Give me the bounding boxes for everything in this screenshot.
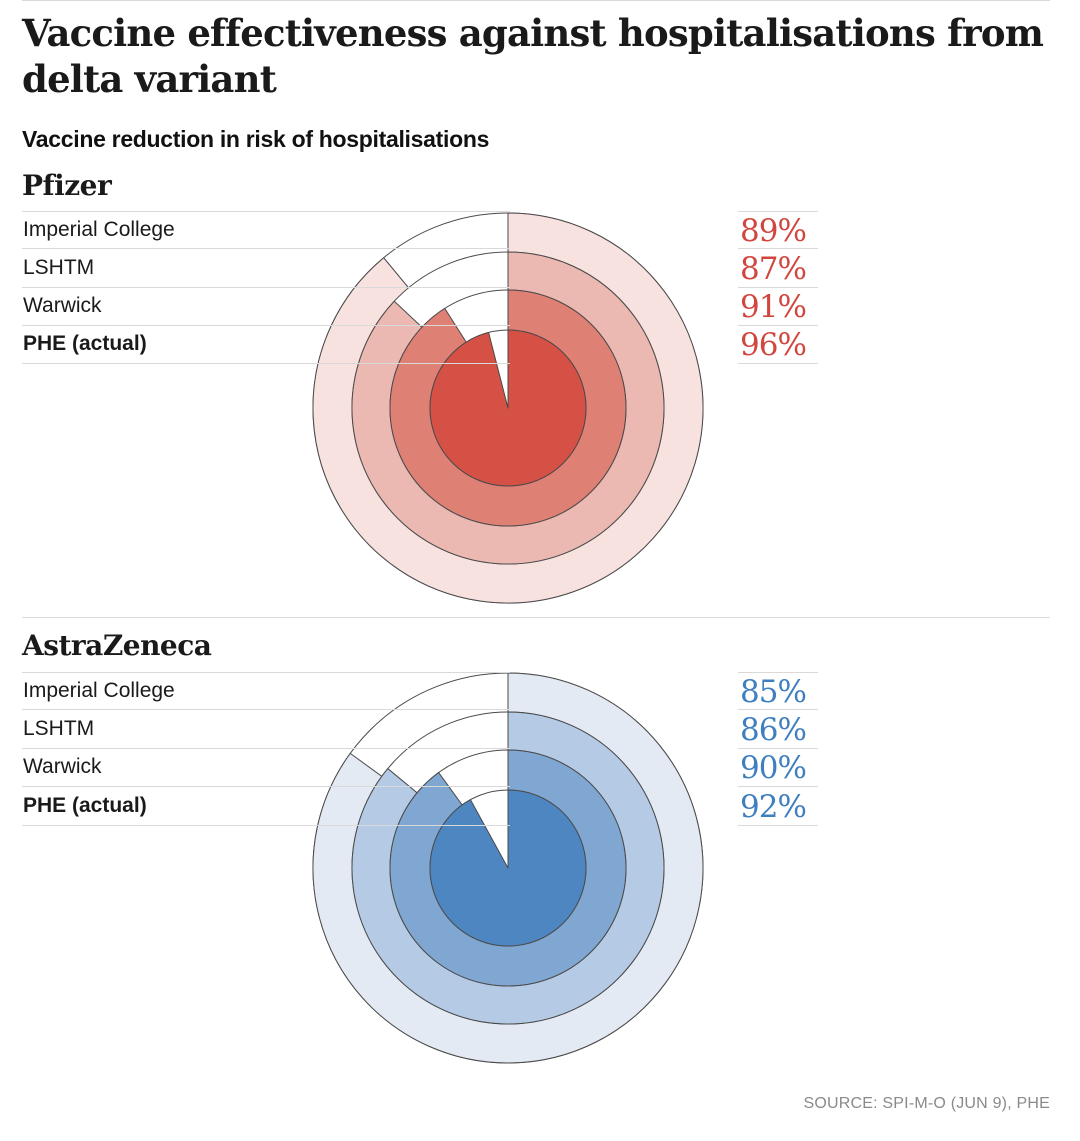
value-label-lshtm: 86%	[740, 712, 807, 748]
legend-row-phe-actual: PHE (actual)	[22, 326, 510, 364]
wedge-phe-actual	[429, 789, 587, 947]
legend-row-warwick: Warwick	[22, 749, 510, 787]
legend-row-imperial-college: Imperial College	[22, 211, 510, 249]
legend-row-imperial-college: Imperial College	[22, 672, 510, 710]
legend-label: LSHTM	[23, 256, 95, 279]
value-row: 89%	[738, 211, 818, 249]
astrazeneca-radial-chart	[312, 672, 704, 1064]
value-row: 96%	[738, 326, 818, 364]
value-label-imperial-college: 85%	[740, 674, 807, 710]
legend-label: Warwick	[23, 755, 102, 778]
legend-label: PHE (actual)	[23, 794, 147, 817]
value-row: 87%	[738, 250, 818, 288]
astrazeneca-panel: AstraZeneca Imperial College LSHTM Warwi…	[0, 628, 1080, 1068]
legend-row-phe-actual: PHE (actual)	[22, 788, 510, 826]
legend-label: Warwick	[23, 294, 102, 317]
value-row: 91%	[738, 288, 818, 326]
pfizer-radial-chart	[312, 212, 704, 604]
legend-row-warwick: Warwick	[22, 288, 510, 326]
value-label-lshtm: 87%	[740, 251, 807, 287]
legend-label: PHE (actual)	[23, 332, 147, 355]
value-label-phe-actual: 96%	[740, 327, 807, 363]
wedge-phe-actual	[429, 329, 587, 487]
value-row: 92%	[738, 788, 818, 826]
panel-title-astrazeneca: AstraZeneca	[22, 629, 212, 662]
legend-row-lshtm: LSHTM	[22, 250, 510, 288]
value-row: 90%	[738, 749, 818, 787]
top-rule	[22, 0, 1050, 1]
chart-subtitle: Vaccine reduction in risk of hospitalisa…	[22, 126, 490, 152]
value-row: 86%	[738, 711, 818, 749]
panel-title-pfizer: Pfizer	[22, 169, 112, 202]
legend-label: Imperial College	[23, 218, 175, 241]
pfizer-panel: Pfizer Imperial College LSHTM Warwick PH…	[0, 168, 1080, 608]
value-label-phe-actual: 92%	[740, 789, 807, 825]
source-note: SOURCE: SPI-M-O (JUN 9), PHE	[803, 1095, 1050, 1112]
page-title: Vaccine effectiveness against hospitalis…	[22, 11, 1044, 101]
legend-row-lshtm: LSHTM	[22, 711, 510, 749]
legend-label: Imperial College	[23, 679, 175, 702]
value-label-imperial-college: 89%	[740, 213, 807, 249]
value-label-warwick: 91%	[740, 289, 807, 325]
value-row: 85%	[738, 672, 818, 710]
legend-label: LSHTM	[23, 717, 95, 740]
value-label-warwick: 90%	[740, 750, 807, 786]
section-divider	[22, 617, 1050, 618]
